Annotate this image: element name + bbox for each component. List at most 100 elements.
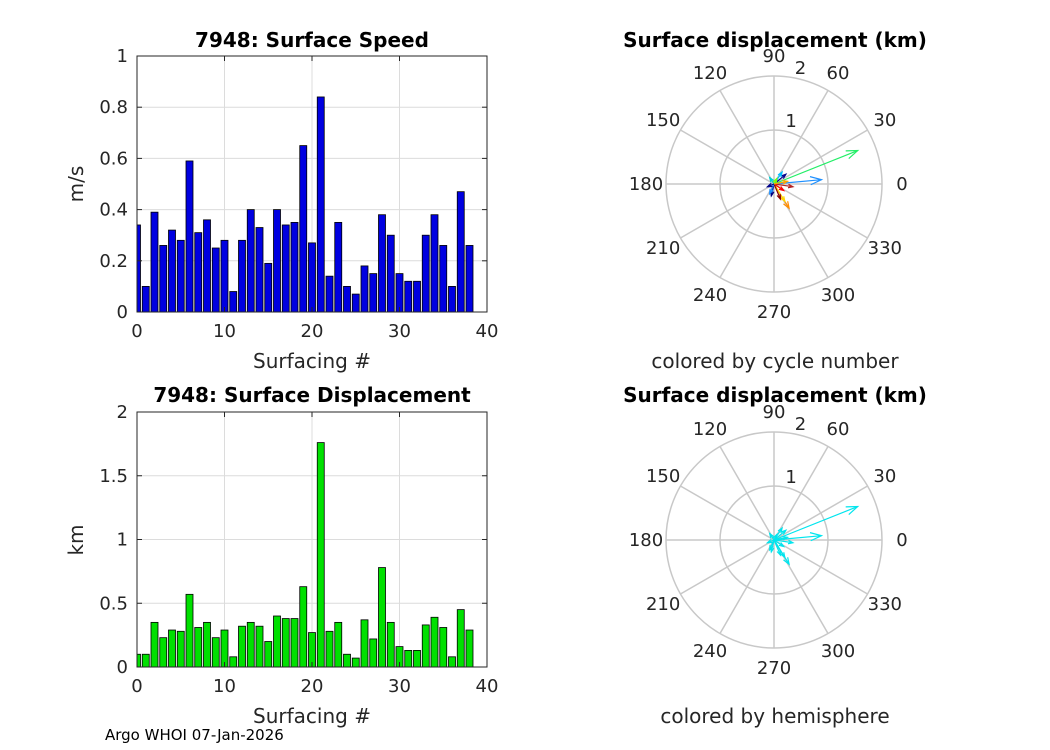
vector-arrowhead <box>768 544 774 552</box>
spoke <box>773 129 868 185</box>
spoke <box>773 90 829 185</box>
bar <box>246 621 255 667</box>
angle-label: 0 <box>896 174 907 195</box>
compass-hemisphere-caption: colored by hemisphere <box>660 704 889 728</box>
bar <box>430 214 439 312</box>
ring-label: 2 <box>795 414 806 435</box>
bar <box>255 625 264 667</box>
bar <box>150 211 159 312</box>
displacement-compass-cycle: 0 30 60 90 120 150 180 210 240 270 300 330 1 2 Surface… <box>623 28 927 373</box>
bar <box>413 650 421 667</box>
bar <box>194 627 203 667</box>
angle-label: 270 <box>757 658 791 679</box>
bar <box>299 586 308 667</box>
bar <box>255 227 264 312</box>
bar <box>246 209 255 312</box>
displacement-vector <box>769 539 775 550</box>
bar <box>360 265 369 312</box>
vector-arrowhead <box>768 176 775 183</box>
vector-arrowhead <box>777 170 784 178</box>
spoke <box>773 485 868 541</box>
x-tick-label: 10 <box>213 676 236 697</box>
displacement-vector <box>773 183 785 191</box>
vector-arrowhead <box>782 179 790 185</box>
bar <box>316 442 325 667</box>
angle-label: 150 <box>646 110 680 131</box>
angle-label: 90 <box>763 46 786 67</box>
bar <box>343 653 351 667</box>
vector-arrowhead <box>780 552 786 559</box>
bar <box>421 234 430 312</box>
bar <box>325 275 334 312</box>
displacement-vector <box>773 180 788 185</box>
angle-label: 300 <box>821 285 855 306</box>
angle-label: 210 <box>646 594 680 615</box>
bar <box>351 293 360 312</box>
y-tick-label: 0 <box>117 302 128 323</box>
vector-arrowhead <box>765 538 773 544</box>
y-tick-label: 2 <box>117 402 128 423</box>
angle-label: 180 <box>629 174 663 195</box>
vector-arrowhead <box>783 201 791 210</box>
vector-arrowhead <box>778 186 786 192</box>
bar <box>343 285 351 312</box>
bar <box>159 245 168 312</box>
angle-label: 330 <box>868 594 902 615</box>
surface-displacement-title: 7948: Surface Displacement <box>153 383 471 407</box>
bar <box>316 96 325 312</box>
vector-arrowhead <box>787 539 795 545</box>
y-tick-label: 0.2 <box>99 251 128 272</box>
bar <box>203 219 211 312</box>
bar <box>141 285 150 312</box>
surface-displacement-ylabel: km <box>64 524 88 555</box>
bar <box>150 621 159 667</box>
bar <box>238 239 246 312</box>
bar <box>281 224 290 312</box>
bar <box>413 280 421 312</box>
spoke <box>680 539 775 595</box>
angle-label: 180 <box>629 530 663 551</box>
vector-arrowhead <box>783 557 791 566</box>
bar <box>168 229 176 312</box>
bar <box>369 638 378 667</box>
vector-arrowhead <box>782 535 790 541</box>
angle-label: 60 <box>827 63 850 84</box>
x-tick-label: 20 <box>301 321 324 342</box>
angle-label: 300 <box>821 641 855 662</box>
x-tick-label: 0 <box>131 321 142 342</box>
ring-label: 1 <box>785 111 796 132</box>
bar <box>273 615 281 667</box>
bar <box>421 624 430 667</box>
bar <box>334 621 343 667</box>
bar <box>465 245 474 312</box>
displacement-vector <box>773 539 785 547</box>
spoke <box>773 539 868 595</box>
bar <box>360 619 369 667</box>
bar <box>386 234 395 312</box>
bar <box>378 567 386 667</box>
displacement-compass-hemisphere: 0 30 60 90 120 150 180 210 240 270 300 330 1 2 Surface… <box>623 383 927 728</box>
bar <box>290 618 299 667</box>
bar <box>176 630 185 667</box>
angle-label: 240 <box>693 641 727 662</box>
bar <box>168 629 176 667</box>
x-tick-label: 40 <box>476 676 499 697</box>
vector-arrowhead <box>845 505 860 515</box>
bar <box>264 262 273 312</box>
bar <box>194 232 203 312</box>
angle-label: 270 <box>757 302 791 323</box>
y-tick-label: 0.4 <box>99 200 128 221</box>
angle-label: 150 <box>646 466 680 487</box>
vector-arrowhead <box>809 532 824 542</box>
footer-credit: Argo WHOI 07-Jan-2026 <box>105 726 284 744</box>
angle-label: 330 <box>868 238 902 259</box>
compass-hemisphere-title: Surface displacement (km) <box>623 383 927 407</box>
surface-speed-ylabel: m/s <box>64 166 88 203</box>
vector-arrowhead <box>780 196 786 203</box>
bar <box>211 247 220 312</box>
surface-displacement-chart: 0 10 20 30 40 0 0.5 1 1.5 2 7948: Surface Displace… <box>64 383 498 728</box>
bar <box>395 273 404 312</box>
bar <box>281 618 290 667</box>
bar <box>448 656 456 667</box>
bar <box>159 637 168 667</box>
